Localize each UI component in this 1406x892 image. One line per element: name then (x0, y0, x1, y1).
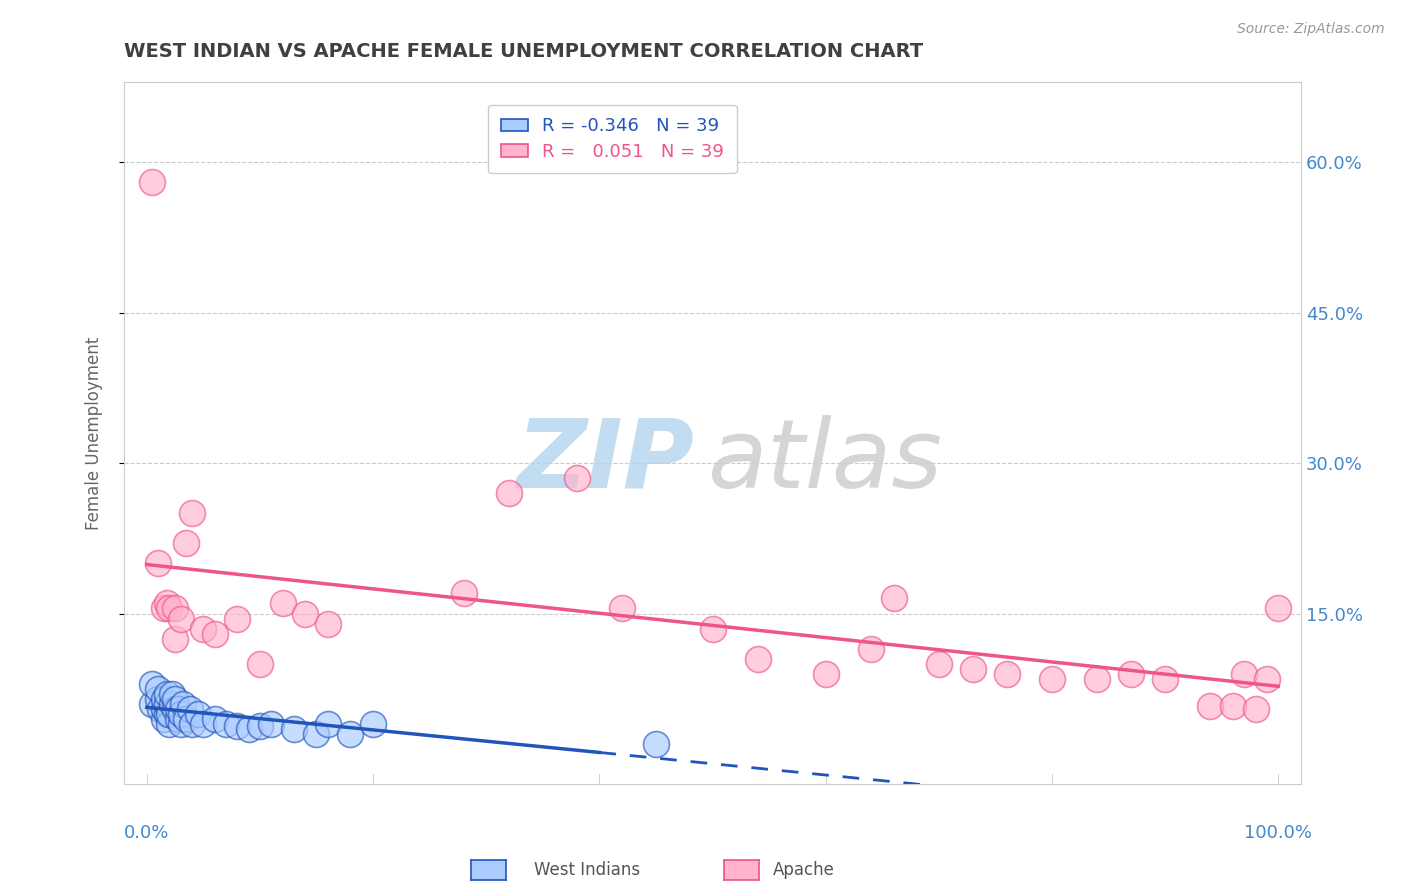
Point (170, 611, 193, 625)
Point (1085, 672, 1108, 686)
Point (1222, 698, 1244, 713)
Point (157, 717, 180, 731)
Point (962, 662, 984, 676)
Point (204, 712, 226, 726)
Point (453, 586, 475, 600)
Point (498, 486, 520, 500)
Point (814, 666, 837, 681)
Point (995, 666, 1018, 681)
Point (165, 691, 187, 706)
Point (165, 632, 187, 646)
Point (141, 175, 163, 189)
Point (226, 719, 249, 733)
Point (747, 651, 769, 665)
Point (187, 706, 209, 721)
Point (305, 727, 328, 741)
Point (1121, 666, 1143, 681)
Point (1040, 672, 1063, 686)
Point (565, 471, 588, 485)
Text: WEST INDIAN VS APACHE FEMALE UNEMPLOYMENT CORRELATION CHART: WEST INDIAN VS APACHE FEMALE UNEMPLOYMEN… (124, 42, 924, 61)
Point (167, 712, 190, 726)
Point (271, 597, 294, 611)
Point (1256, 672, 1278, 686)
Point (1154, 672, 1177, 686)
Point (156, 697, 179, 711)
Point (181, 717, 204, 731)
Y-axis label: Female Unemployment: Female Unemployment (86, 336, 103, 530)
Point (859, 641, 882, 656)
Point (165, 601, 187, 615)
Text: Apache: Apache (773, 861, 835, 879)
Text: 100.0%: 100.0% (1244, 824, 1312, 842)
Point (149, 702, 172, 716)
Point (160, 697, 183, 711)
Point (283, 722, 305, 736)
Point (215, 717, 238, 731)
Text: Source: ZipAtlas.com: Source: ZipAtlas.com (1237, 22, 1385, 37)
Point (141, 677, 163, 691)
Point (204, 626, 226, 640)
Point (238, 722, 260, 736)
Point (249, 657, 271, 671)
Point (1199, 698, 1222, 713)
Point (883, 591, 905, 606)
Point (146, 681, 169, 696)
Point (146, 691, 169, 706)
Point (152, 691, 174, 706)
Text: ZIP: ZIP (517, 415, 695, 508)
Point (1244, 702, 1267, 716)
Point (928, 657, 950, 671)
Point (226, 611, 249, 625)
Text: 0.0%: 0.0% (124, 824, 170, 842)
Point (152, 712, 174, 726)
Point (1267, 601, 1289, 615)
Point (170, 717, 193, 731)
Point (193, 622, 215, 636)
Point (170, 706, 193, 721)
Point (141, 697, 163, 711)
Point (294, 607, 316, 621)
Point (339, 727, 361, 741)
Point (176, 712, 198, 726)
Point (316, 717, 339, 731)
Text: West Indians: West Indians (534, 861, 640, 879)
Point (645, 737, 668, 751)
Point (157, 706, 180, 721)
Point (156, 706, 179, 721)
Point (152, 601, 174, 615)
Point (167, 702, 190, 716)
Point (193, 717, 215, 731)
Point (610, 601, 633, 615)
Legend: R = -0.346   N = 39, R =   0.051   N = 39: R = -0.346 N = 39, R = 0.051 N = 39 (488, 105, 737, 173)
Point (172, 697, 194, 711)
Point (156, 687, 179, 701)
Point (157, 601, 180, 615)
Point (160, 687, 183, 701)
Point (316, 616, 339, 631)
Point (181, 506, 204, 520)
Point (361, 717, 384, 731)
Point (146, 557, 169, 571)
Point (702, 622, 724, 636)
Point (152, 702, 174, 716)
Point (249, 719, 271, 733)
Point (176, 536, 198, 550)
Point (260, 717, 283, 731)
Point (1233, 666, 1256, 681)
Text: atlas: atlas (707, 415, 942, 508)
Point (165, 702, 187, 716)
Point (179, 702, 201, 716)
Point (156, 597, 179, 611)
